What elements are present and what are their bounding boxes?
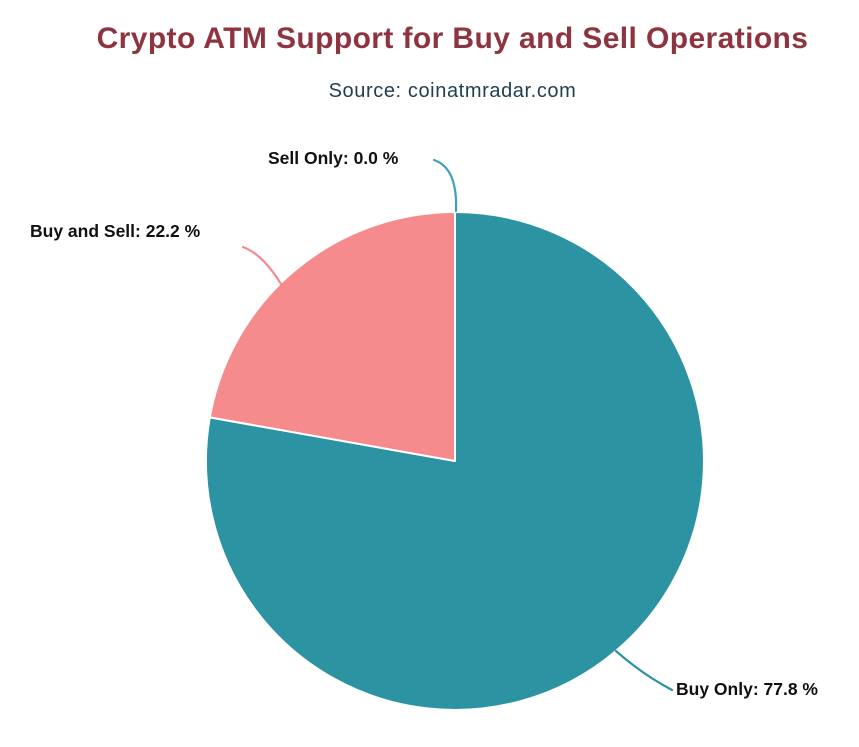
buy-only-leader-line	[614, 649, 674, 692]
pie-slice-buy-only	[204, 211, 705, 711]
pie-slice-buy-and-sell	[208, 211, 456, 462]
buy-and-sell-leader-line	[241, 245, 283, 286]
sell-only-leader-line	[432, 158, 458, 213]
chart-title: Crypto ATM Support for Buy and Sell Oper…	[96, 22, 809, 55]
chart-subtitle: Source: coinatmradar.com	[328, 80, 577, 102]
pie-label-sell-only: Sell Only: 0.0 %	[268, 148, 399, 168]
pie-label-buy-and-sell: Buy and Sell: 22.2 %	[30, 221, 201, 241]
pie-label-buy-only: Buy Only: 77.8 %	[676, 679, 818, 699]
pie-slices	[204, 211, 705, 711]
